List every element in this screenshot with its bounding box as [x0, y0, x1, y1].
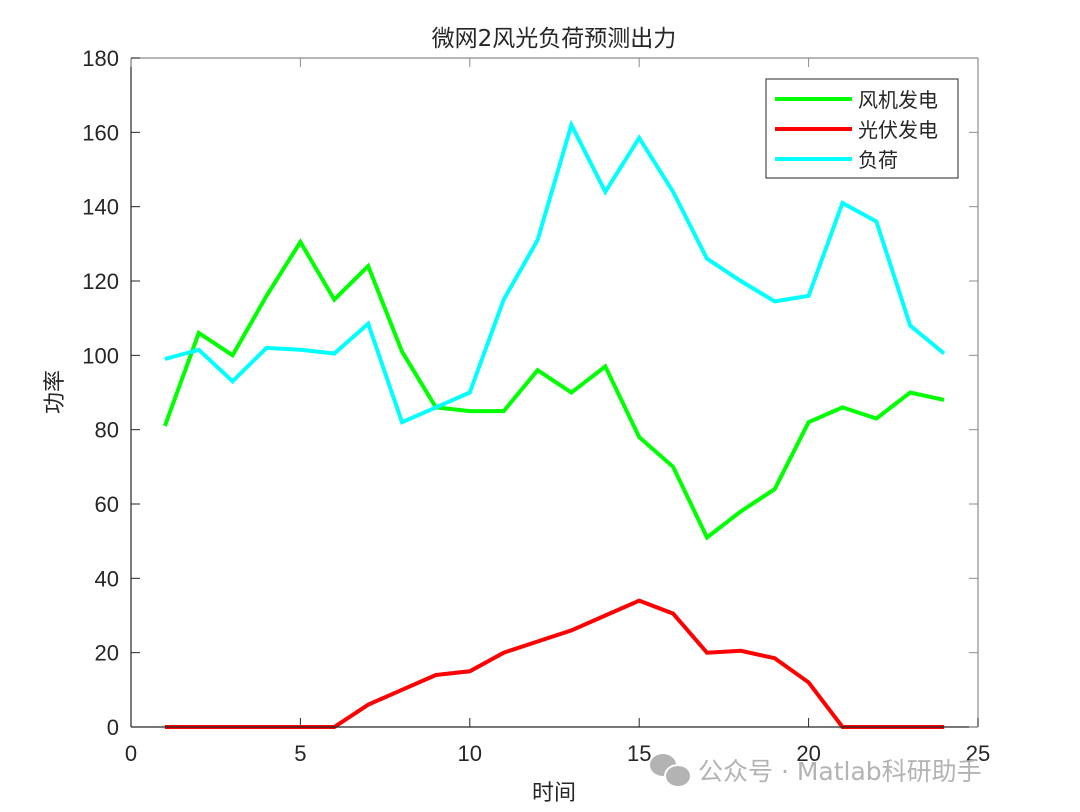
y-tick-label: 180 — [82, 46, 119, 71]
y-tick-label: 60 — [95, 492, 119, 517]
series-line-0 — [163, 238, 945, 541]
series-line-2 — [164, 119, 946, 425]
x-tick-label: 5 — [294, 741, 306, 766]
y-tick-label: 80 — [95, 418, 119, 443]
y-tick-label: 120 — [82, 269, 119, 294]
y-tick-label: 160 — [82, 120, 119, 145]
y-tick-label: 20 — [95, 641, 119, 666]
x-axis-label: 时间 — [532, 781, 576, 806]
x-tick-label: 0 — [125, 741, 137, 766]
y-tick-label: 40 — [95, 566, 119, 591]
wechat-icon — [650, 754, 692, 788]
x-tick-label: 15 — [627, 741, 651, 766]
legend-label: 风机发电 — [858, 88, 938, 112]
x-tick-label: 20 — [796, 741, 820, 766]
y-tick-label: 0 — [107, 715, 119, 740]
watermark: 公众号 · Matlab科研助手 — [650, 752, 982, 788]
legend-label: 光伏发电 — [858, 118, 938, 142]
legend-label: 负荷 — [858, 148, 898, 172]
plot-lines — [163, 119, 946, 729]
chart-title: 微网2风光负荷预测出力 — [432, 26, 677, 52]
y-tick-label: 140 — [82, 195, 119, 220]
y-tick-label: 100 — [82, 343, 119, 368]
y-axis-label: 功率 — [43, 370, 68, 414]
watermark-text: 公众号 · Matlab科研助手 — [698, 757, 982, 786]
x-tick-label: 10 — [458, 741, 482, 766]
x-tick-label: 25 — [966, 741, 990, 766]
series-line-1 — [164, 598, 945, 729]
axes: 0 5 10 15 20 25 0 20 40 60 80 100 120 140 160 180 — [82, 46, 990, 766]
